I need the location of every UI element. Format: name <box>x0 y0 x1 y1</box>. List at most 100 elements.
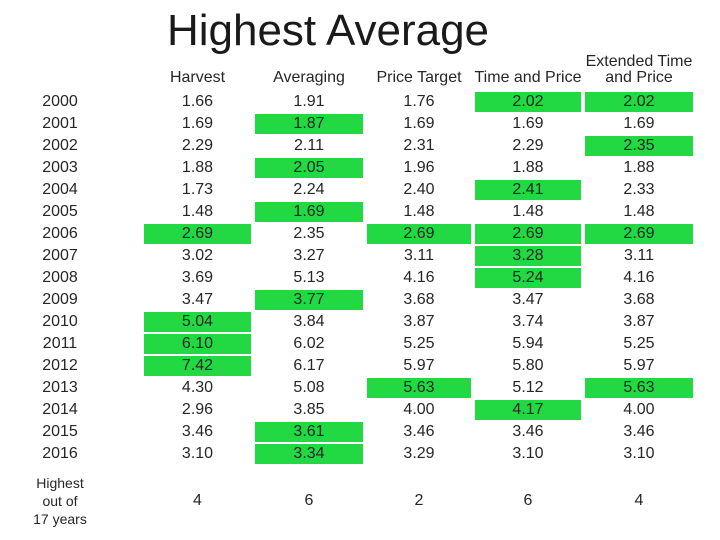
value: 4.30 <box>181 379 214 396</box>
table-row: 2015 3.46 3.61 3.46 3.46 3.46 <box>10 421 695 443</box>
table-row: 2014 2.96 3.85 4.00 4.17 4.00 <box>10 399 695 421</box>
value: 2.11 <box>294 137 324 154</box>
value: 2.96 <box>181 401 214 418</box>
column-header-4: Time and Price <box>474 69 582 86</box>
table-row: 2011 6.10 6.02 5.25 5.94 5.25 <box>10 333 695 355</box>
year-label: 2016 <box>42 445 78 462</box>
highlighted-value: 3.61 <box>255 422 363 442</box>
value-cell: 2.24 <box>253 180 365 200</box>
value-cell: 2.33 <box>583 180 695 200</box>
table-row: 2001 1.69 1.87 1.69 1.69 1.69 <box>10 113 695 135</box>
value: 6.02 <box>293 335 325 352</box>
year-label: 2006 <box>42 225 78 242</box>
value: 1.88 <box>181 159 214 176</box>
highlighted-value: 4.17 <box>475 400 581 420</box>
value: 3.46 <box>512 423 544 440</box>
value-cell: 2.41 <box>473 180 583 200</box>
value-cell: 1.69 <box>365 114 473 134</box>
value-cell: 3.77 <box>253 290 365 310</box>
value-cell: 3.47 <box>142 290 253 310</box>
value: 1.69 <box>623 115 655 132</box>
summary-value: 4 <box>634 492 644 509</box>
value-cell: 2.69 <box>142 224 253 244</box>
value: 3.47 <box>181 291 214 308</box>
data-table: Harvest Averaging Price Target Time and Pri… <box>10 48 695 465</box>
value: 4.00 <box>403 401 435 418</box>
value-cell: 5.97 <box>365 356 473 376</box>
year-label: 2003 <box>42 159 78 176</box>
value: 3.27 <box>293 247 325 264</box>
value: 3.11 <box>624 247 654 264</box>
highlighted-value: 2.69 <box>475 224 581 244</box>
year-label: 2007 <box>42 247 78 264</box>
value-cell: 5.80 <box>473 356 583 376</box>
value: 3.69 <box>181 269 214 286</box>
page-title: Highest Average <box>166 6 490 55</box>
value-cell: 3.10 <box>473 444 583 464</box>
value: 5.12 <box>512 379 544 396</box>
value-cell: 2.35 <box>253 224 365 244</box>
value-cell: 1.48 <box>142 202 253 222</box>
highlighted-value: 1.69 <box>255 202 363 222</box>
highlighted-value: 3.77 <box>255 290 363 310</box>
value: 3.68 <box>403 291 435 308</box>
year-label: 2004 <box>42 181 78 198</box>
value-cell: 1.69 <box>473 114 583 134</box>
value: 1.48 <box>512 203 544 220</box>
value-cell: 4.30 <box>142 378 253 398</box>
value-cell: 2.05 <box>253 158 365 178</box>
highlighted-value: 2.02 <box>475 92 581 112</box>
year-label: 2011 <box>42 335 78 352</box>
value: 3.46 <box>403 423 435 440</box>
value: 4.16 <box>403 269 435 286</box>
value-cell: 7.42 <box>142 356 253 376</box>
column-header-5: Extended Time and Price <box>585 53 693 86</box>
value-cell: 3.46 <box>365 422 473 442</box>
value-cell: 5.13 <box>253 268 365 288</box>
value-cell: 2.40 <box>365 180 473 200</box>
table-row: 2005 1.48 1.69 1.48 1.48 1.48 <box>10 201 695 223</box>
value-cell: 2.11 <box>253 136 365 156</box>
value: 1.91 <box>293 93 325 110</box>
highlighted-value: 3.34 <box>255 444 363 464</box>
value: 5.97 <box>403 357 435 374</box>
value: 1.69 <box>512 115 544 132</box>
value-cell: 6.02 <box>253 334 365 354</box>
year-label: 2012 <box>42 357 78 374</box>
value: 1.76 <box>403 93 435 110</box>
table-row: 2012 7.42 6.17 5.97 5.80 5.97 <box>10 355 695 377</box>
value: 3.68 <box>623 291 655 308</box>
highlighted-value: 2.02 <box>585 92 693 112</box>
value-cell: 1.96 <box>365 158 473 178</box>
table-row: 2013 4.30 5.08 5.63 5.12 5.63 <box>10 377 695 399</box>
highlighted-value: 7.42 <box>144 356 251 376</box>
value-cell: 3.46 <box>583 422 695 442</box>
highlighted-value: 2.69 <box>144 224 251 244</box>
value: 3.29 <box>403 445 435 462</box>
value-cell: 3.46 <box>142 422 253 442</box>
value-cell: 2.96 <box>142 400 253 420</box>
value-cell: 5.63 <box>365 378 473 398</box>
value: 3.47 <box>512 291 544 308</box>
value-cell: 5.24 <box>473 268 583 288</box>
value-cell: 2.69 <box>365 224 473 244</box>
value-cell: 1.87 <box>253 114 365 134</box>
table-row: 2007 3.02 3.27 3.11 3.28 3.11 <box>10 245 695 267</box>
value: 5.97 <box>623 357 655 374</box>
value-cell: 3.46 <box>473 422 583 442</box>
value: 3.11 <box>404 247 434 264</box>
year-label: 2010 <box>42 313 78 330</box>
highlighted-value: 2.69 <box>367 224 471 244</box>
value: 1.69 <box>403 115 435 132</box>
value-cell: 3.68 <box>365 290 473 310</box>
value: 1.48 <box>181 203 214 220</box>
value-cell: 5.12 <box>473 378 583 398</box>
value-cell: 1.48 <box>365 202 473 222</box>
value: 3.87 <box>403 313 435 330</box>
table-row: 2002 2.29 2.11 2.31 2.29 2.35 <box>10 135 695 157</box>
value: 3.02 <box>181 247 214 264</box>
table-row: 2003 1.88 2.05 1.96 1.88 1.88 <box>10 157 695 179</box>
value: 3.84 <box>293 313 325 330</box>
highlighted-value: 5.04 <box>144 312 251 332</box>
